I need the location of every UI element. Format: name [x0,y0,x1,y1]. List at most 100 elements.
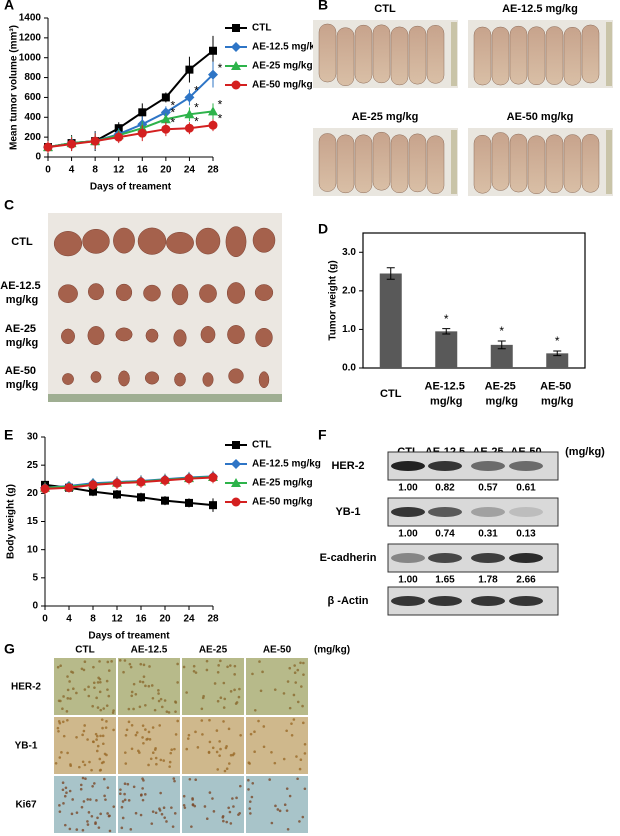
stain [130,747,134,751]
stain [247,788,250,791]
stain [168,760,172,764]
stain [274,804,277,808]
error-bar [553,350,562,357]
band [471,553,505,563]
panel-label: B [318,0,328,13]
stain [301,815,305,819]
stain [218,740,221,743]
y-tick-label: 1000 [19,52,42,63]
stain [158,724,161,727]
bar [435,331,458,368]
stain [88,760,91,764]
stain [218,754,221,757]
stain [127,707,131,711]
stain [127,799,131,802]
stain [200,707,204,711]
stain [72,687,75,691]
marker [209,501,217,510]
stain [87,694,91,698]
stain [238,687,241,691]
stain [288,794,292,798]
stain [91,740,95,743]
tumor [174,372,186,387]
stain [229,664,232,667]
stain [86,798,90,801]
stain [81,760,85,764]
stain [160,812,164,816]
stain [106,660,110,664]
stain [253,708,257,712]
stain [107,694,111,698]
stain [293,664,296,667]
y-tick-label: 400 [24,112,41,123]
stain [276,808,280,811]
marker [185,65,194,74]
unit-label: (mg/kg) [565,446,605,458]
stain [121,816,125,820]
tumor [173,329,187,347]
stain [102,742,105,746]
stain [288,666,292,670]
stain [104,726,108,729]
stain [249,812,252,815]
stain [66,675,69,678]
stain [90,768,93,772]
stain [211,746,215,750]
stain [183,806,187,809]
stain [174,733,178,736]
tumor [195,227,221,255]
stain [81,733,84,737]
stain [162,806,166,810]
stain [208,791,212,794]
stain [232,752,236,755]
stain [106,812,109,815]
stain [58,804,61,807]
marker [161,124,171,134]
tumor [225,226,247,258]
tumor [115,283,133,302]
stain [290,722,293,725]
tissue-image [54,776,116,833]
stain [106,786,110,789]
stain [95,696,98,700]
stain [233,664,237,668]
photo-label: AE-25 mg/kg [352,111,419,123]
marker [208,69,218,80]
stain [201,733,204,736]
tumor [166,231,194,254]
marker [231,42,241,52]
stain [98,769,102,772]
marker [160,114,171,124]
column-label: AE-25 [199,645,228,656]
stain [231,797,234,800]
stain [273,688,277,691]
stain [154,756,158,760]
stain [110,660,113,663]
stain [130,690,134,694]
mouse [354,134,373,194]
x-tick-label: 0 [45,165,51,176]
stain [147,763,150,767]
stain [302,673,305,676]
tumor [226,282,246,304]
stain [185,747,189,751]
column-label: AE-50 [263,645,292,656]
stain [58,721,62,725]
tissue-image [246,717,308,774]
stain [228,810,232,814]
mouse [563,27,582,86]
tissue-image [182,717,244,774]
y-axis-label: Mean tumor volume (mm³) [9,25,20,150]
stain [151,810,155,813]
stain [190,825,193,828]
stain [127,720,131,724]
stain [97,826,101,829]
stain [149,757,153,761]
stain [247,761,251,765]
stain [157,689,160,692]
stain [285,729,288,733]
stain [100,761,104,765]
stain [98,660,101,663]
stain [222,706,226,709]
stain [168,765,171,768]
